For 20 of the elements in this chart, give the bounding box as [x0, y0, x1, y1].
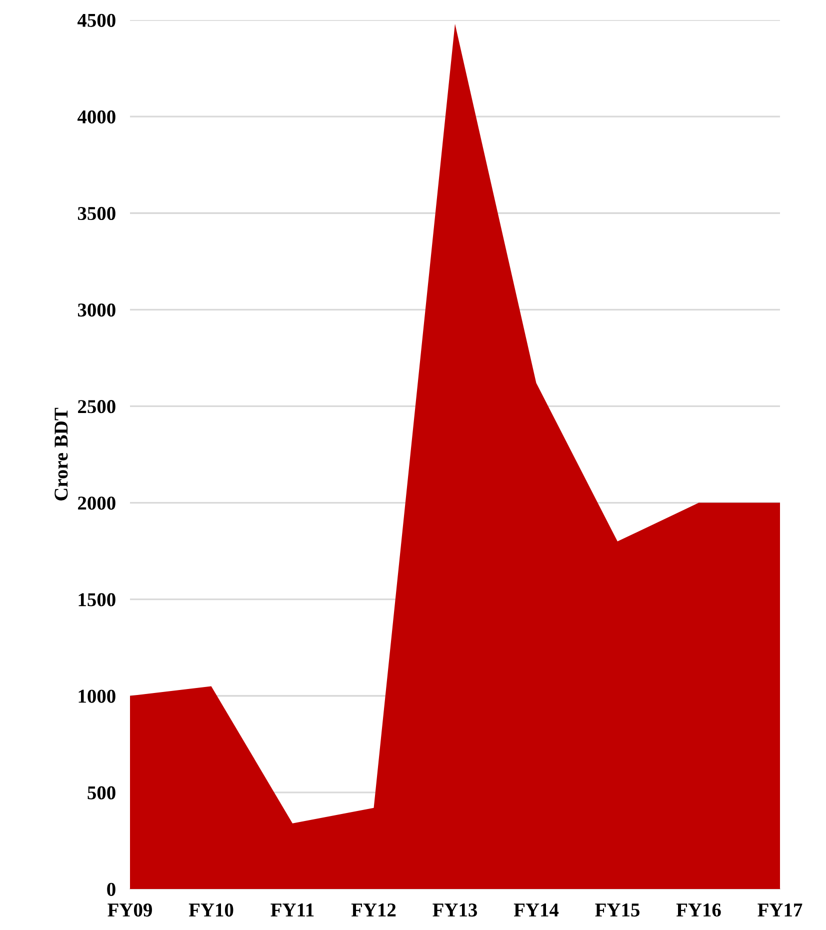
x-tick-label: FY09 [108, 903, 152, 917]
y-tick-label: 2500 [78, 400, 116, 414]
y-axis-title: Crore BDT [54, 408, 68, 500]
x-tick-label: FY16 [676, 904, 721, 917]
y-tick-label: 500 [88, 786, 116, 800]
x-tick-label: FY11 [270, 904, 314, 916]
x-tick-label: FY15 [595, 904, 640, 917]
y-tick-label: 1500 [78, 593, 116, 606]
y-tick-label: 4000 [77, 110, 116, 124]
x-tick-label: FY17 [758, 904, 802, 916]
x-tick-label: FY14 [514, 904, 559, 916]
x-tick-label: FY10 [188, 903, 234, 917]
y-tick-label: 3500 [78, 206, 116, 220]
y-tick-label: 1000 [78, 690, 116, 703]
x-tick-label: FY12 [351, 904, 396, 916]
y-tick-label: 3000 [78, 303, 116, 317]
y-tick-label: 2000 [78, 496, 116, 510]
y-tick-label: 4500 [77, 14, 116, 27]
y-tick-label: 0 [107, 882, 116, 896]
x-tick-label: FY13 [432, 904, 478, 917]
